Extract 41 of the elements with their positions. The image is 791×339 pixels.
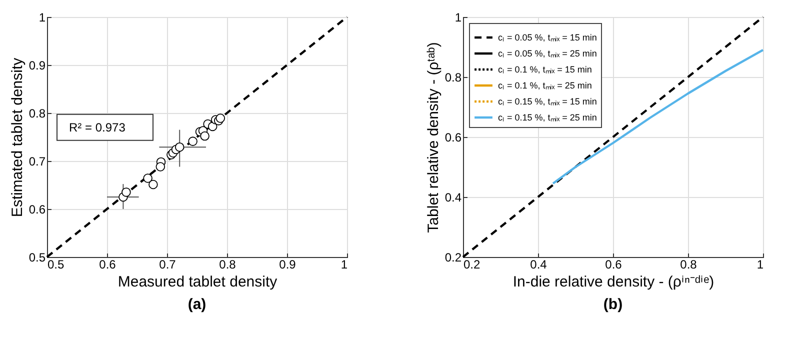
legend-label: cₗ = 0.15 %, tₘᵢₓ = 15 min <box>498 96 597 106</box>
x-tick-label: 0.2 <box>464 258 481 272</box>
legend-label: cₗ = 0.1 %, tₘᵢₓ = 25 min <box>498 80 592 90</box>
x-tick-label: 0.8 <box>219 258 236 272</box>
point <box>148 180 158 190</box>
legend-label: cₗ = 0.15 %, tₘᵢₓ = 25 min <box>498 112 597 122</box>
annotation: R² = 0.973 <box>69 120 126 134</box>
x-tick-label: 0.6 <box>99 258 116 272</box>
y-tick-label: 0.4 <box>444 190 462 204</box>
text: (b) <box>603 296 623 313</box>
point <box>143 174 152 183</box>
x-tick-label: 0.6 <box>605 258 622 272</box>
x-axis-title: Measured tablet density <box>118 274 278 290</box>
y-tick-label: 1 <box>454 10 462 24</box>
y-tick-label: 0.7 <box>28 154 46 168</box>
y-axis-title: Estimated tablet density <box>8 57 26 218</box>
x-tick-label: 1 <box>340 258 348 272</box>
x-tick-label: 0.7 <box>159 258 176 272</box>
legend-label: cₗ = 0.05 %, tₘᵢₓ = 25 min <box>498 48 597 58</box>
y-tick-label: 0.8 <box>28 106 46 120</box>
text: (a) <box>188 296 206 313</box>
y-tick-label: 0.8 <box>444 70 462 84</box>
y-tick-label: 0.6 <box>444 130 462 144</box>
point <box>156 162 166 172</box>
y-tick-label: 0.9 <box>28 58 46 72</box>
y-tick-label: 1 <box>38 10 46 24</box>
point <box>122 188 131 197</box>
x-axis-title: In-die relative density - (ρⁱⁿ⁻ᵈⁱᵉ) <box>512 274 714 290</box>
x-tick-label: 1 <box>756 258 764 272</box>
x-tick-label: 0.5 <box>48 258 65 272</box>
point <box>200 131 210 141</box>
x-tick-label: 0.4 <box>530 258 548 272</box>
point <box>216 114 226 123</box>
x-tick-label: 0.8 <box>680 258 698 272</box>
point <box>188 136 198 146</box>
x-tick-label: 0.9 <box>279 258 296 272</box>
legend-label: cₗ = 0.05 %, tₘᵢₓ = 15 min <box>498 32 597 42</box>
y-axis-title: Tablet relative density - (ρᵗᵃᵇ) <box>424 42 442 233</box>
legend-label: cₗ = 0.1 %, tₘᵢₓ = 15 min <box>498 64 592 74</box>
y-tick-label: 0.6 <box>28 202 46 216</box>
point <box>174 142 184 152</box>
